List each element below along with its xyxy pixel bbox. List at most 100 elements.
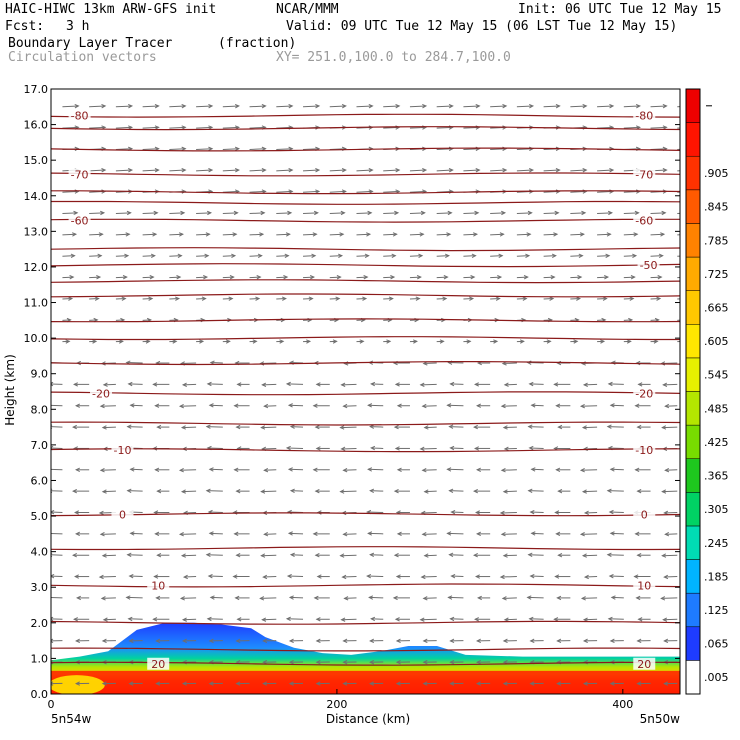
wind-vector — [127, 381, 143, 387]
wind-vector-shaft — [344, 597, 357, 599]
wind-vector — [142, 253, 156, 259]
wind-vector-shaft — [276, 212, 292, 215]
wind-vector — [142, 210, 159, 216]
wind-vector — [367, 531, 384, 536]
wind-vector — [51, 532, 63, 535]
wind-vector — [570, 210, 587, 216]
wind-vector-head — [75, 531, 80, 537]
wind-vector — [128, 638, 143, 644]
wind-vector-head — [367, 403, 373, 408]
wind-vector-head — [128, 638, 134, 644]
wind-vector — [263, 403, 277, 409]
wind-vector — [222, 146, 240, 152]
wind-vector-head — [499, 232, 505, 237]
wind-vector — [475, 574, 491, 579]
wind-vector-head — [313, 210, 319, 216]
wind-vector-head — [228, 296, 234, 301]
wind-vector — [570, 168, 588, 173]
wind-vector-shaft — [582, 597, 598, 599]
wind-vector — [181, 638, 197, 644]
y-tick-label: 16.0 — [24, 119, 49, 132]
wind-vector-shaft — [623, 276, 635, 279]
wind-vector-shaft — [276, 276, 288, 279]
wind-vector-shaft — [128, 383, 143, 385]
wind-vector-head — [609, 146, 615, 152]
wind-vector-head — [661, 210, 667, 216]
wind-vector — [543, 103, 561, 109]
wind-vector-shaft — [585, 576, 598, 578]
wind-vector-shaft — [343, 405, 357, 407]
wind-vector-head — [260, 489, 266, 494]
wind-vector — [303, 275, 315, 280]
wind-vector — [369, 424, 384, 429]
wind-vector — [125, 595, 143, 600]
wind-vector — [473, 488, 491, 494]
wind-vector-head — [234, 595, 240, 601]
wind-vector-head — [582, 617, 588, 622]
wind-vector — [340, 382, 357, 387]
wind-vector-head — [102, 617, 108, 622]
wind-vector-head — [73, 210, 79, 216]
wind-vector-shaft — [51, 468, 63, 471]
wind-vector — [142, 275, 155, 280]
wind-vector-head — [234, 146, 240, 152]
wind-vector-head — [286, 573, 292, 579]
wind-vector — [129, 467, 143, 472]
wind-vector-shaft — [677, 255, 680, 257]
wind-vector-shaft — [196, 148, 213, 150]
wind-vector-shaft — [356, 105, 373, 108]
wind-vector — [285, 616, 304, 622]
wind-vector — [502, 425, 517, 430]
wind-vector-head — [448, 424, 454, 429]
wind-vector-shaft — [249, 212, 265, 215]
plot-frame — [50, 88, 681, 695]
wind-vector — [463, 296, 475, 301]
wind-vector — [356, 103, 374, 109]
wind-vector — [101, 489, 116, 494]
wind-vector-head — [257, 253, 263, 259]
wind-vector — [383, 275, 396, 280]
wind-vector-head — [581, 489, 587, 494]
wind-vector — [395, 574, 410, 579]
wind-vector-head — [421, 467, 427, 473]
wind-vector — [367, 403, 384, 408]
wind-vector-shaft — [264, 469, 277, 471]
wind-vector — [329, 210, 346, 216]
isotherm-label: 20 — [637, 658, 651, 671]
wind-vector — [529, 681, 544, 686]
wind-vector-shaft — [504, 383, 517, 386]
wind-vector-head — [635, 103, 641, 109]
wind-vector — [581, 425, 598, 430]
wind-vector-head — [312, 467, 318, 472]
wind-vector-shaft — [436, 148, 453, 150]
wind-vector — [312, 467, 330, 472]
wind-vector-shaft — [329, 276, 341, 279]
wind-vector — [208, 467, 223, 472]
wind-vector — [419, 446, 437, 452]
wind-vector-head — [546, 339, 552, 344]
wind-vector-head — [550, 275, 556, 280]
colorbar-label: .425 — [704, 436, 729, 449]
wind-vector-head — [447, 595, 453, 600]
wind-vector-head — [128, 103, 134, 109]
wind-vector-head — [626, 339, 632, 344]
wind-vector-head — [232, 232, 238, 237]
wind-vector-head — [180, 489, 186, 494]
wind-vector-shaft — [383, 212, 399, 215]
wind-vector-head — [395, 681, 401, 686]
isotherm-label: -20 — [635, 387, 653, 400]
org-label: NCAR/MMM — [276, 2, 339, 17]
wind-vector-head — [76, 595, 81, 601]
wind-vector — [463, 253, 477, 259]
wind-vector — [597, 339, 606, 344]
wind-vector-shaft — [422, 469, 437, 471]
wind-vector-shaft — [287, 447, 304, 449]
wind-vector-shaft — [262, 447, 277, 450]
wind-vector — [383, 253, 397, 259]
wind-vector-shaft — [609, 511, 624, 513]
wind-vector — [287, 467, 304, 472]
wind-vector — [142, 296, 154, 301]
wind-vector-head — [152, 232, 158, 237]
wind-vector-shaft — [261, 554, 277, 557]
wind-vector-head — [179, 596, 185, 601]
